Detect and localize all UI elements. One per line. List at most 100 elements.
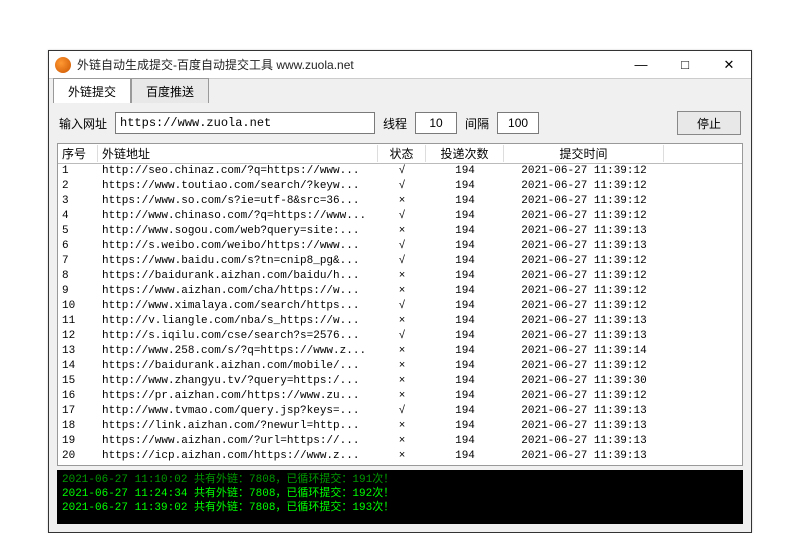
cell-url: http://www.sogou.com/web?query=site:... bbox=[98, 224, 378, 239]
cell-index: 11 bbox=[58, 314, 98, 329]
cell-time: 2021-06-27 11:39:12 bbox=[504, 284, 664, 299]
cell-status: × bbox=[378, 284, 426, 299]
cell-url: http://www.chinaso.com/?q=https://www... bbox=[98, 209, 378, 224]
cell-count: 194 bbox=[426, 224, 504, 239]
thread-label: 线程 bbox=[383, 115, 407, 132]
cell-index: 5 bbox=[58, 224, 98, 239]
table-row[interactable]: 14https://baidurank.aizhan.com/mobile/..… bbox=[58, 359, 742, 374]
maximize-button[interactable]: □ bbox=[663, 51, 707, 78]
cell-time: 2021-06-27 11:39:13 bbox=[504, 329, 664, 344]
cell-time: 2021-06-27 11:39:12 bbox=[504, 389, 664, 404]
thread-input[interactable] bbox=[415, 112, 457, 134]
cell-status: √ bbox=[378, 179, 426, 194]
url-input[interactable] bbox=[115, 112, 375, 134]
log-console: 2021-06-27 11:10:02 共有外链：7808，已循环提交：191次… bbox=[57, 470, 743, 524]
cell-url: https://www.aizhan.com/?url=https://... bbox=[98, 434, 378, 449]
cell-index: 17 bbox=[58, 404, 98, 419]
cell-time: 2021-06-27 11:39:13 bbox=[504, 449, 664, 464]
cell-status: × bbox=[378, 464, 426, 465]
cell-status: √ bbox=[378, 299, 426, 314]
table-row[interactable]: 17http://www.tvmao.com/query.jsp?keys=..… bbox=[58, 404, 742, 419]
table-row[interactable]: 10http://www.ximalaya.com/search/https..… bbox=[58, 299, 742, 314]
table-body[interactable]: 1http://seo.chinaz.com/?q=https://www...… bbox=[58, 164, 742, 465]
cell-status: × bbox=[378, 434, 426, 449]
cell-status: √ bbox=[378, 239, 426, 254]
header-url[interactable]: 外链地址 bbox=[98, 145, 378, 162]
cell-url: https://www.baidu.com/s?tn=cnip8_pg&... bbox=[98, 254, 378, 269]
cell-time: 2021-06-27 11:39:13 bbox=[504, 404, 664, 419]
cell-status: × bbox=[378, 389, 426, 404]
tab-external-submit[interactable]: 外链提交 bbox=[53, 78, 131, 103]
results-table: 序号 外链地址 状态 投递次数 提交时间 1http://seo.chinaz.… bbox=[57, 143, 743, 466]
table-row[interactable]: 18https://link.aizhan.com/?newurl=http..… bbox=[58, 419, 742, 434]
cell-status: √ bbox=[378, 329, 426, 344]
table-row[interactable]: 6http://s.weibo.com/weibo/https://www...… bbox=[58, 239, 742, 254]
window-title: 外链自动生成提交-百度自动提交工具 www.zuola.net bbox=[77, 56, 619, 73]
minimize-button[interactable]: — bbox=[619, 51, 663, 78]
table-row[interactable]: 21http://so.u17.com/all/https://www.zu..… bbox=[58, 464, 742, 465]
cell-count: 194 bbox=[426, 359, 504, 374]
cell-url: https://icp.aizhan.com/https://www.z... bbox=[98, 449, 378, 464]
header-time[interactable]: 提交时间 bbox=[504, 145, 664, 162]
table-row[interactable]: 2https://www.toutiao.com/search/?keyw...… bbox=[58, 179, 742, 194]
header-status[interactable]: 状态 bbox=[378, 145, 426, 162]
cell-index: 19 bbox=[58, 434, 98, 449]
cell-count: 194 bbox=[426, 374, 504, 389]
cell-url: http://so.u17.com/all/https://www.zu... bbox=[98, 464, 378, 465]
cell-count: 194 bbox=[426, 284, 504, 299]
cell-count: 194 bbox=[426, 299, 504, 314]
table-row[interactable]: 5http://www.sogou.com/web?query=site:...… bbox=[58, 224, 742, 239]
cell-count: 194 bbox=[426, 449, 504, 464]
cell-url: http://www.ximalaya.com/search/https... bbox=[98, 299, 378, 314]
table-row[interactable]: 4http://www.chinaso.com/?q=https://www..… bbox=[58, 209, 742, 224]
table-header: 序号 外链地址 状态 投递次数 提交时间 bbox=[58, 144, 742, 164]
cell-status: √ bbox=[378, 209, 426, 224]
cell-count: 194 bbox=[426, 254, 504, 269]
cell-index: 6 bbox=[58, 239, 98, 254]
cell-status: × bbox=[378, 269, 426, 284]
cell-index: 13 bbox=[58, 344, 98, 359]
window-controls: — □ ✕ bbox=[619, 51, 751, 78]
cell-status: × bbox=[378, 449, 426, 464]
cell-index: 4 bbox=[58, 209, 98, 224]
log-line: 2021-06-27 11:10:02 共有外链：7808，已循环提交：191次… bbox=[62, 473, 738, 487]
interval-label: 间隔 bbox=[465, 115, 489, 132]
cell-index: 20 bbox=[58, 449, 98, 464]
cell-status: × bbox=[378, 374, 426, 389]
cell-count: 194 bbox=[426, 329, 504, 344]
table-row[interactable]: 12http://s.iqilu.com/cse/search?s=2576..… bbox=[58, 329, 742, 344]
cell-status: × bbox=[378, 359, 426, 374]
tab-bar: 外链提交 百度推送 bbox=[49, 79, 751, 103]
table-row[interactable]: 11http://v.liangle.com/nba/s_https://w..… bbox=[58, 314, 742, 329]
table-row[interactable]: 13http://www.258.com/s/?q=https://www.z.… bbox=[58, 344, 742, 359]
titlebar: 外链自动生成提交-百度自动提交工具 www.zuola.net — □ ✕ bbox=[49, 51, 751, 79]
cell-time: 2021-06-27 11:39:13 bbox=[504, 239, 664, 254]
cell-index: 16 bbox=[58, 389, 98, 404]
header-count[interactable]: 投递次数 bbox=[426, 145, 504, 162]
cell-time: 2021-06-27 11:39:12 bbox=[504, 269, 664, 284]
table-row[interactable]: 8https://baidurank.aizhan.com/baidu/h...… bbox=[58, 269, 742, 284]
cell-count: 194 bbox=[426, 464, 504, 465]
cell-url: https://baidurank.aizhan.com/mobile/... bbox=[98, 359, 378, 374]
table-row[interactable]: 19https://www.aizhan.com/?url=https://..… bbox=[58, 434, 742, 449]
cell-index: 15 bbox=[58, 374, 98, 389]
table-row[interactable]: 9https://www.aizhan.com/cha/https://w...… bbox=[58, 284, 742, 299]
cell-status: × bbox=[378, 419, 426, 434]
cell-url: https://link.aizhan.com/?newurl=http... bbox=[98, 419, 378, 434]
cell-index: 12 bbox=[58, 329, 98, 344]
table-row[interactable]: 3https://www.so.com/s?ie=utf-8&src=36...… bbox=[58, 194, 742, 209]
cell-count: 194 bbox=[426, 314, 504, 329]
stop-button[interactable]: 停止 bbox=[677, 111, 741, 135]
header-index[interactable]: 序号 bbox=[58, 145, 98, 162]
table-row[interactable]: 15http://www.zhangyu.tv/?query=https:/..… bbox=[58, 374, 742, 389]
close-button[interactable]: ✕ bbox=[707, 51, 751, 78]
table-row[interactable]: 1http://seo.chinaz.com/?q=https://www...… bbox=[58, 164, 742, 179]
interval-input[interactable] bbox=[497, 112, 539, 134]
table-row[interactable]: 7https://www.baidu.com/s?tn=cnip8_pg&...… bbox=[58, 254, 742, 269]
table-row[interactable]: 16https://pr.aizhan.com/https://www.zu..… bbox=[58, 389, 742, 404]
tab-baidu-push[interactable]: 百度推送 bbox=[131, 78, 209, 103]
cell-index: 2 bbox=[58, 179, 98, 194]
cell-time: 2021-06-27 11:39:13 bbox=[504, 419, 664, 434]
cell-time: 2021-06-27 11:39:14 bbox=[504, 344, 664, 359]
table-row[interactable]: 20https://icp.aizhan.com/https://www.z..… bbox=[58, 449, 742, 464]
